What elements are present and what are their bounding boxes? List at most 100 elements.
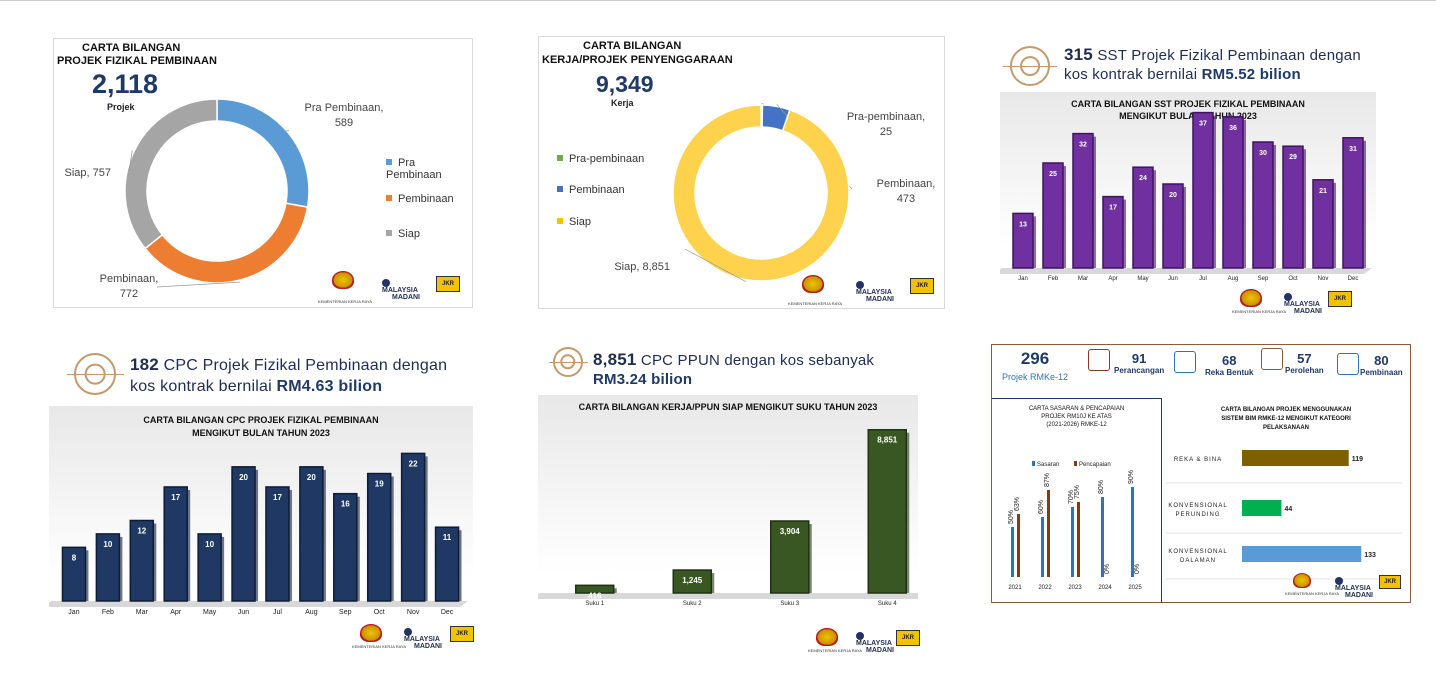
ministry-label: KEMENTERIAN KERJA RAYA	[352, 644, 406, 649]
clipboard-icon	[1088, 349, 1110, 371]
cpc-bar-chart: 8Jan10Feb12Mar17Apr10May20Jun17Jul20Aug1…	[49, 406, 473, 622]
bar-value-label: 37	[1199, 121, 1207, 128]
bar-value-label: 10	[205, 540, 214, 549]
bar-side	[1363, 141, 1366, 268]
ministry-label: KEMENTERIAN KERJA RAYA	[1232, 309, 1286, 314]
ppun-bar-chart: 416Suku 11,245Suku 23,904Suku 38,851Suku…	[538, 395, 918, 619]
bar-value-label: 0%	[1134, 564, 1141, 574]
panel-projek-fizikal: CARTA BILANGAN PROJEK FIZIKAL PEMBINAAN …	[53, 38, 473, 308]
stat-reka-bentuk: 68 Reka Bentuk	[1205, 353, 1253, 377]
bar	[868, 430, 906, 593]
slice-value: 772	[120, 288, 138, 300]
ministry-crest-logo	[816, 628, 838, 646]
legend-item: Pra-pembinaan	[557, 153, 644, 165]
sst-headline: 315 SST Projek Fizikal Pembinaan dengan …	[1064, 45, 1361, 84]
target-icon	[553, 347, 583, 377]
category-label: 2024	[1098, 585, 1112, 591]
bar-value-label: 29	[1289, 154, 1297, 161]
category-label: Suku 3	[780, 601, 799, 607]
bar	[1253, 142, 1273, 268]
bar-value-label: 50%	[1008, 510, 1015, 524]
bar-value-label: 20	[1169, 192, 1177, 199]
bar-side	[1033, 216, 1036, 268]
legend-item: Pembinaan	[386, 193, 454, 205]
bar	[1077, 502, 1080, 577]
bar-value-label: 11	[443, 533, 452, 542]
bar-side	[1093, 137, 1096, 268]
slice-label: Siap, 8,851	[614, 261, 670, 273]
category-label: Jul	[1199, 276, 1207, 282]
bar	[232, 467, 255, 601]
madani-logo: MALAYSIA MADANI	[404, 628, 442, 650]
bar-side	[1183, 187, 1186, 268]
legend-item: Siap	[386, 228, 420, 240]
legend-swatch	[557, 155, 563, 161]
bar-side	[1063, 166, 1066, 268]
madani-line2: MADANI	[1294, 308, 1322, 315]
bim-bar-chart: 119 REKA & BINA 44 KONVENSIONAL PERUNDING 133…	[1162, 398, 1410, 603]
bar-value-label: 19	[375, 480, 384, 489]
bar-side	[1213, 116, 1216, 268]
sst-chart-panel: CARTA BILANGAN SST PROJEK FIZIKAL PEMBIN…	[1000, 92, 1376, 286]
legend-swatch	[1074, 461, 1077, 466]
donut-slice-2	[125, 99, 217, 248]
legend-label: Pencapaian	[1079, 462, 1111, 468]
bar-value-label: 20	[307, 473, 316, 482]
bar	[1043, 163, 1063, 268]
jkr-logo: JKR	[1328, 291, 1352, 307]
jkr-logo: JKR	[1379, 575, 1401, 589]
bar	[368, 474, 391, 601]
stat-label: Projek RMKe-12	[1002, 372, 1068, 382]
cpc-text2: kos kontrak bernilai	[130, 378, 277, 395]
bar	[1242, 546, 1361, 562]
category-label: Jul	[273, 609, 282, 616]
category-label: Sep	[339, 609, 352, 616]
madani-logo: MALAYSIA MADANI	[1284, 293, 1322, 315]
bar-value-label: 119	[1352, 456, 1363, 463]
category-label: Jun	[238, 609, 249, 616]
ministry-crest-logo	[360, 624, 382, 642]
bar-side	[357, 497, 360, 601]
jkr-logo: JKR	[436, 276, 460, 292]
ppun-value: RM3.24 bilion	[593, 371, 692, 388]
ppun-text1: CPC PPUN dengan kos sebanyak	[637, 352, 875, 369]
bar	[1041, 517, 1044, 577]
bar	[1071, 507, 1074, 577]
legend-label: Pembinaan	[398, 193, 454, 205]
bar-value-label: 32	[1079, 142, 1087, 149]
slice-label: Siap, 757	[65, 167, 111, 179]
legend-item: Pra Pembinaan	[386, 157, 472, 181]
legend-swatch	[386, 159, 392, 165]
bar-side	[809, 524, 812, 593]
madani-line2: MADANI	[866, 647, 894, 654]
category-label: 2021	[1008, 585, 1022, 591]
sst-value: RM5.52 bilion	[1202, 66, 1301, 83]
stat-perolehan: 57 Perolehan	[1285, 351, 1324, 375]
target-icon	[1010, 46, 1050, 86]
bar-side	[289, 490, 292, 601]
donut-chart-2: Pra-pembinaan,25Pembinaan,473Siap, 8,851	[539, 37, 946, 310]
slice-label: Pembinaan,	[100, 273, 159, 285]
slice-value: 473	[897, 193, 915, 205]
legend-label: Siap	[569, 216, 591, 228]
category-label: Oct	[1288, 276, 1298, 282]
bar-value-label: 20	[239, 473, 248, 482]
cpc-text1: CPC Projek Fizikal Pembinaan dengan	[159, 357, 447, 374]
bar	[1242, 500, 1281, 516]
target-icon	[74, 353, 116, 395]
category-label: Feb	[102, 609, 114, 616]
bar-value-label: 75%	[1074, 485, 1081, 499]
category-label: Jun	[1168, 276, 1178, 282]
madani-line1: MALAYSIA	[382, 287, 418, 294]
legend-swatch	[386, 230, 392, 236]
category-label: KONVENSIONAL	[1168, 503, 1227, 509]
design-monitor-icon	[1174, 351, 1196, 373]
cpc-value: RM4.63 bilion	[277, 378, 383, 395]
ministry-crest-logo	[332, 271, 354, 289]
madani-logo: MALAYSIA MADANI	[856, 281, 894, 303]
bar-side	[1243, 120, 1246, 268]
legend-label: Siap	[398, 228, 420, 240]
bar-value-label: 24	[1139, 175, 1147, 182]
bar-value-label: 31	[1349, 146, 1357, 153]
category-label: Apr	[1108, 276, 1117, 282]
